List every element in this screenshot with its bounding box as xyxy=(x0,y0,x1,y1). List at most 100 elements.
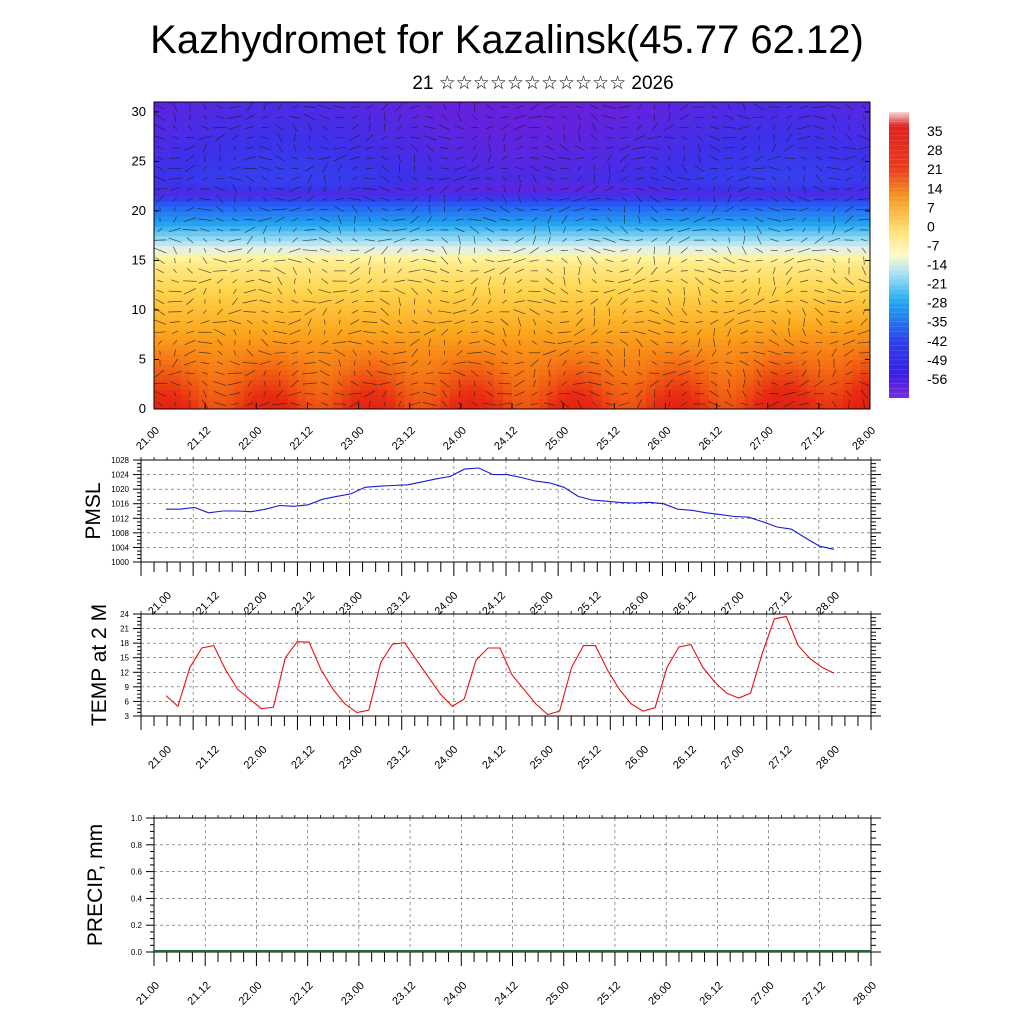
field-cell xyxy=(503,141,513,148)
field-cell xyxy=(637,196,647,202)
field-cell xyxy=(646,379,656,385)
field-cell xyxy=(780,245,791,252)
field-cell xyxy=(279,141,289,148)
field-cell xyxy=(699,181,710,187)
field-cell xyxy=(431,369,441,375)
field-cell xyxy=(252,215,262,222)
field-cell xyxy=(717,290,728,296)
field-cell xyxy=(825,151,835,158)
field-cell xyxy=(780,339,791,346)
field-cell xyxy=(753,171,764,177)
field-cell xyxy=(413,344,424,351)
field-cell xyxy=(413,245,424,252)
field-cell xyxy=(431,309,441,316)
field-cell xyxy=(708,126,719,133)
field-cell xyxy=(574,295,585,301)
field-cell xyxy=(655,201,665,207)
field-cell xyxy=(359,394,370,400)
field-cell xyxy=(458,102,468,108)
field-cell xyxy=(771,161,782,167)
field-cell xyxy=(843,191,853,197)
field-cell xyxy=(816,270,826,276)
field-cell xyxy=(413,399,424,405)
field-cell xyxy=(333,220,343,227)
field-cell xyxy=(708,116,719,123)
field-cell xyxy=(485,324,495,331)
field-cell xyxy=(154,305,164,311)
field-cell xyxy=(413,300,424,306)
field-cell xyxy=(843,201,853,207)
field-cell xyxy=(717,324,728,331)
field-cell xyxy=(270,240,280,247)
field-cell xyxy=(547,374,558,380)
field-cell xyxy=(834,116,844,123)
field-cell xyxy=(279,379,289,385)
field-cell xyxy=(162,404,173,409)
field-cell xyxy=(368,260,379,266)
field-cell xyxy=(413,270,424,276)
field-cell xyxy=(252,290,262,296)
field-cell xyxy=(395,240,406,247)
field-cell xyxy=(717,111,728,118)
field-cell xyxy=(637,389,647,395)
field-cell xyxy=(198,300,209,306)
field-cell xyxy=(628,374,638,380)
field-cell xyxy=(520,270,531,276)
field-cell xyxy=(816,329,826,336)
field-cell xyxy=(520,399,531,405)
field-cell xyxy=(458,235,468,242)
field-cell xyxy=(234,270,245,276)
field-cell xyxy=(726,364,737,370)
field-cell xyxy=(386,339,397,346)
field-cell xyxy=(529,359,540,366)
field-cell xyxy=(234,171,245,177)
field-cell xyxy=(180,334,191,341)
field-cell xyxy=(529,230,540,237)
field-cell xyxy=(583,305,594,311)
field-cell xyxy=(288,359,298,366)
field-cell xyxy=(297,369,307,375)
field-cell xyxy=(377,270,388,276)
field-cell xyxy=(422,220,433,227)
field-cell xyxy=(538,324,549,331)
field-cell xyxy=(538,300,549,306)
field-cell xyxy=(494,309,504,316)
field-cell xyxy=(565,309,576,316)
field-cell xyxy=(780,111,791,118)
field-cell xyxy=(154,384,164,390)
field-cell xyxy=(297,394,307,400)
field-cell xyxy=(341,285,352,291)
field-cell xyxy=(852,131,862,138)
field-cell xyxy=(610,364,620,370)
field-cell xyxy=(162,186,173,192)
field-cell xyxy=(386,295,397,301)
field-cell xyxy=(198,156,209,163)
field-cell xyxy=(834,339,844,346)
field-cell xyxy=(628,349,638,356)
field-cell xyxy=(735,136,746,143)
field-cell xyxy=(861,369,870,375)
field-cell xyxy=(180,161,191,167)
field-cell xyxy=(252,191,262,197)
field-cell xyxy=(449,220,459,227)
field-cell xyxy=(807,319,817,326)
field-cell xyxy=(592,285,603,291)
field-cell xyxy=(744,344,755,351)
field-cell xyxy=(565,359,576,366)
field-cell xyxy=(252,295,262,301)
field-cell xyxy=(708,161,719,167)
field-cell xyxy=(637,146,647,153)
field-cell xyxy=(655,225,665,232)
field-cell xyxy=(529,161,540,167)
field-cell xyxy=(476,116,486,123)
field-cell xyxy=(207,369,218,375)
field-cell xyxy=(171,319,182,326)
field-cell xyxy=(449,111,459,118)
field-cell xyxy=(261,196,271,202)
field-cell xyxy=(467,379,477,385)
field-cell xyxy=(726,305,737,311)
field-cell xyxy=(726,116,737,123)
field-cell xyxy=(431,295,441,301)
field-cell xyxy=(225,339,236,346)
field-cell xyxy=(861,151,870,158)
